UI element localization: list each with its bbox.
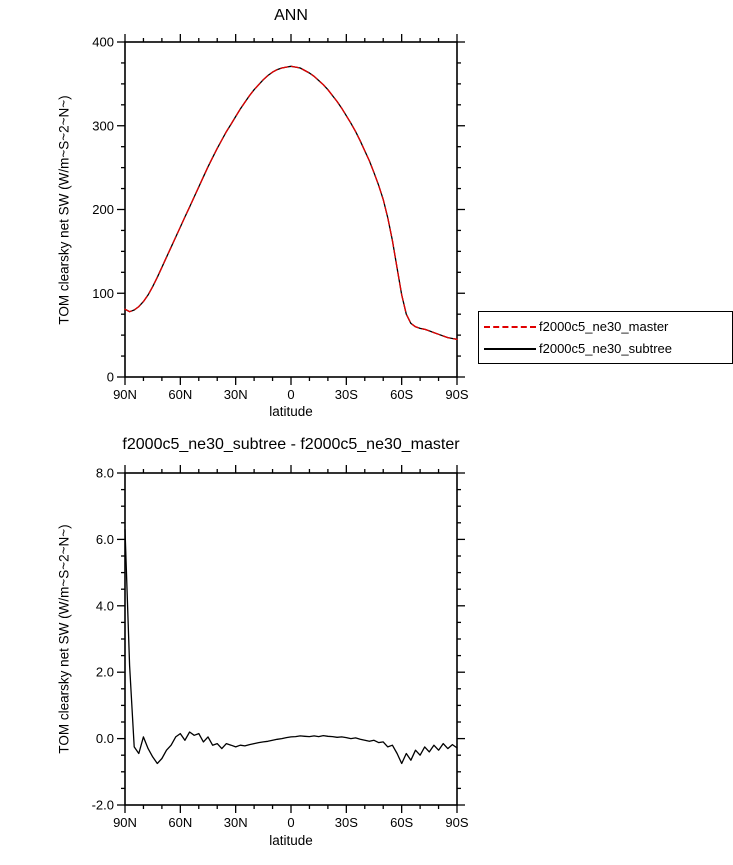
x-tick-label: 90S [445, 387, 468, 402]
y-tick-label: 6.0 [96, 532, 114, 547]
chart-title-bottom: f2000c5_ne30_subtree - f2000c5_ne30_mast… [122, 436, 460, 453]
plot-frame-0 [124, 41, 458, 378]
x-tick-label: 90S [445, 815, 468, 830]
x-tick-label: 0 [287, 387, 294, 402]
y-tick-label: 0 [107, 370, 114, 385]
y-tick-label: 400 [92, 35, 114, 50]
y-tick-label: 100 [92, 286, 114, 301]
legend-item-subtree: f2000c5_ne30_subtree [484, 341, 727, 356]
x-tick-label: 30S [335, 387, 358, 402]
x-axis-label-bottom: latitude [269, 833, 313, 848]
x-axis-label-top: latitude [269, 404, 313, 419]
series-line [124, 65, 458, 340]
legend: f2000c5_ne30_master f2000c5_ne30_subtree [478, 311, 733, 364]
y-tick-label: -2.0 [92, 798, 114, 813]
x-tick-label: 30S [335, 815, 358, 830]
series-line [124, 65, 458, 340]
y-tick-label: 2.0 [96, 665, 114, 680]
legend-line-master-icon [484, 325, 536, 328]
y-axis-label-bottom: TOM clearsky net SW (W/m~S~2~N~) [56, 524, 72, 754]
y-tick-label: 300 [92, 118, 114, 133]
series-line [124, 528, 458, 765]
y-tick-label: 200 [92, 202, 114, 217]
x-tick-label: 90N [113, 815, 137, 830]
y-tick-label: 0.0 [96, 731, 114, 746]
x-tick-label: 0 [287, 815, 294, 830]
legend-line-subtree-icon [484, 347, 536, 350]
x-tick-label: 90N [113, 387, 137, 402]
x-tick-label: 60N [168, 815, 192, 830]
legend-item-master: f2000c5_ne30_master [484, 319, 727, 334]
y-axis-label-top: TOM clearsky net SW (W/m~S~2~N~) [56, 95, 72, 325]
x-tick-label: 60N [168, 387, 192, 402]
x-tick-label: 60S [390, 387, 413, 402]
x-tick-label: 30N [224, 815, 248, 830]
y-tick-label: 8.0 [96, 466, 114, 481]
x-tick-label: 30N [224, 387, 248, 402]
x-tick-label: 60S [390, 815, 413, 830]
legend-label-master: f2000c5_ne30_master [539, 319, 669, 334]
legend-label-subtree: f2000c5_ne30_subtree [539, 341, 673, 356]
y-tick-label: 4.0 [96, 598, 114, 613]
chart-title-top: ANN [274, 7, 308, 24]
